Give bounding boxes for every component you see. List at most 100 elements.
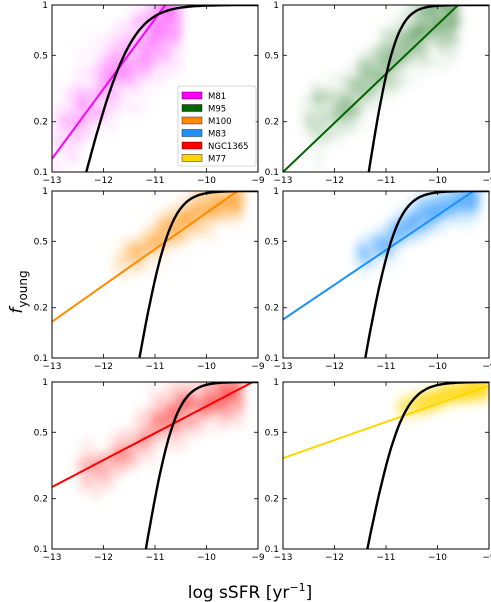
scatter-point bbox=[159, 231, 164, 237]
scatter-point bbox=[232, 186, 236, 190]
scatter-point bbox=[389, 29, 395, 34]
scatter-point bbox=[226, 216, 231, 222]
scatter-point bbox=[471, 186, 475, 190]
scatter-point bbox=[87, 459, 93, 464]
scatter-point bbox=[475, 186, 479, 190]
scatter-point bbox=[203, 400, 208, 405]
scatter-point bbox=[198, 399, 204, 404]
scatter-point bbox=[460, 227, 465, 233]
scatter-point bbox=[433, 19, 438, 25]
scatter-point bbox=[410, 0, 414, 4]
scatter-point bbox=[430, 59, 436, 65]
scatter-point bbox=[194, 225, 199, 230]
scatter-point bbox=[373, 250, 378, 255]
scatter-point bbox=[473, 213, 479, 218]
scatter-point bbox=[132, 423, 138, 429]
scatter-point bbox=[73, 70, 78, 76]
scatter-point bbox=[372, 262, 377, 267]
scatter-point bbox=[147, 42, 153, 48]
x-tick-label: −10 bbox=[197, 362, 216, 372]
scatter-point bbox=[318, 95, 323, 101]
scatter-point bbox=[133, 27, 138, 33]
scatter-point bbox=[381, 60, 386, 65]
scatter-point bbox=[196, 428, 202, 433]
scatter-point bbox=[399, 69, 405, 74]
y-tick-label: 0.1 bbox=[34, 168, 48, 178]
scatter-point bbox=[168, 41, 173, 46]
y-tick-label: 0.2 bbox=[265, 304, 279, 314]
scatter-point bbox=[78, 112, 83, 118]
scatter-point bbox=[137, 416, 143, 421]
scatter-point bbox=[213, 410, 218, 416]
scatter-point bbox=[122, 435, 127, 440]
scatter-point bbox=[404, 79, 409, 85]
scatter-point bbox=[76, 125, 81, 130]
scatter-point bbox=[446, 0, 450, 4]
scatter-point bbox=[123, 31, 128, 36]
scatter-point bbox=[95, 57, 100, 62]
scatter-point bbox=[109, 118, 115, 123]
scatter-point bbox=[76, 95, 82, 100]
scatter-point bbox=[234, 382, 236, 383]
scatter-point bbox=[171, 0, 175, 4]
scatter-point bbox=[399, 393, 404, 398]
scatter-point bbox=[169, 411, 174, 416]
scatter-point bbox=[178, 58, 183, 63]
scatter-point bbox=[233, 377, 237, 381]
scatter-point bbox=[123, 431, 128, 436]
scatter-point bbox=[65, 145, 71, 151]
scatter-point bbox=[156, 0, 160, 4]
scatter-point bbox=[439, 0, 443, 4]
scatter-point bbox=[155, 31, 160, 37]
scatter-point bbox=[368, 56, 373, 61]
scatter-point bbox=[79, 61, 84, 66]
scatter-point bbox=[208, 378, 212, 382]
x-tick-label: −13 bbox=[274, 362, 293, 372]
scatter-point bbox=[121, 41, 127, 46]
scatter-point bbox=[424, 225, 429, 231]
scatter-point bbox=[101, 45, 107, 50]
scatter-point bbox=[354, 66, 360, 72]
scatter-point bbox=[145, 0, 149, 4]
scatter-point bbox=[355, 81, 360, 86]
scatter-point bbox=[210, 388, 216, 393]
scatter-point bbox=[380, 43, 386, 48]
scatter-point bbox=[157, 411, 163, 417]
scatter-point bbox=[225, 385, 231, 390]
scatter-point bbox=[168, 0, 172, 4]
scatter-point bbox=[138, 425, 144, 430]
scatter-point bbox=[82, 101, 87, 107]
scatter-point bbox=[459, 186, 463, 190]
scatter-point bbox=[455, 221, 460, 226]
scatter-point bbox=[55, 205, 59, 209]
scatter-point bbox=[113, 263, 118, 268]
scatter-point bbox=[146, 31, 151, 36]
scatter-point bbox=[236, 402, 241, 407]
scatter-point bbox=[444, 46, 450, 52]
panel-m95: −13−12−11−10−90.10.20.51 bbox=[265, 0, 491, 186]
scatter-point bbox=[313, 131, 318, 137]
scatter-point bbox=[399, 51, 404, 56]
scatter-point bbox=[161, 413, 166, 418]
scatter-point bbox=[446, 224, 451, 229]
scatter-point bbox=[66, 92, 72, 98]
scatter-point bbox=[405, 216, 410, 221]
scatter-point bbox=[340, 75, 345, 80]
scatter-point bbox=[176, 45, 181, 50]
scatter-point bbox=[174, 0, 178, 4]
scatter-point bbox=[198, 416, 204, 422]
scatter-point bbox=[318, 158, 323, 164]
scatter-point bbox=[141, 0, 145, 4]
scatter-point bbox=[332, 111, 338, 116]
scatter-point bbox=[154, 0, 158, 4]
scatter-point bbox=[147, 454, 153, 459]
scatter-point bbox=[154, 401, 159, 406]
scatter-point bbox=[436, 0, 440, 4]
scatter-point bbox=[145, 245, 151, 250]
scatter-point bbox=[234, 225, 239, 230]
scatter-point bbox=[162, 50, 167, 55]
scatter-point bbox=[88, 32, 94, 38]
scatter-point bbox=[168, 19, 173, 25]
scatter-point bbox=[231, 407, 237, 412]
scatter-point bbox=[202, 389, 207, 395]
